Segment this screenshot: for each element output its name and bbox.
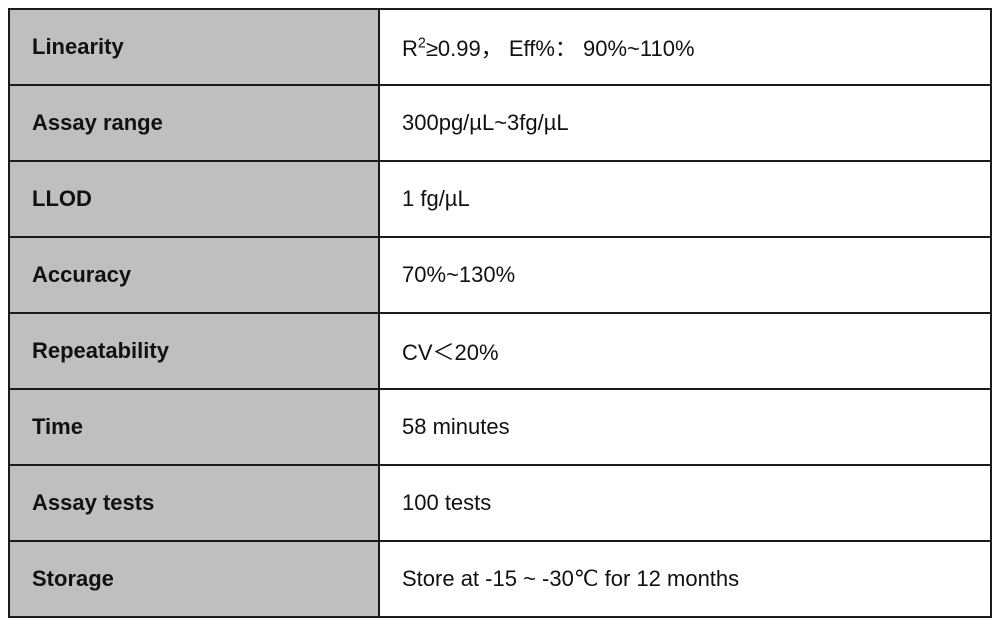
spec-value: Store at -15 ~ -30℃ for 12 months [379, 541, 991, 617]
table-row: LLOD 1 fg/µL [9, 161, 991, 237]
spec-value: 300pg/µL~3fg/µL [379, 85, 991, 161]
spec-label: Repeatability [9, 313, 379, 389]
spec-value: 1 fg/µL [379, 161, 991, 237]
spec-label: LLOD [9, 161, 379, 237]
specification-table: Linearity R2≥0.99， Eff%： 90%~110% Assay … [8, 8, 992, 618]
spec-value: R2≥0.99， Eff%： 90%~110% [379, 9, 991, 85]
table-row: Time 58 minutes [9, 389, 991, 465]
table-row: Accuracy 70%~130% [9, 237, 991, 313]
table-row: Linearity R2≥0.99， Eff%： 90%~110% [9, 9, 991, 85]
spec-value: 100 tests [379, 465, 991, 541]
table-row: Assay tests 100 tests [9, 465, 991, 541]
spec-label: Time [9, 389, 379, 465]
spec-label: Assay range [9, 85, 379, 161]
spec-value: 70%~130% [379, 237, 991, 313]
specification-table-body: Linearity R2≥0.99， Eff%： 90%~110% Assay … [9, 9, 991, 617]
spec-label: Assay tests [9, 465, 379, 541]
spec-value: CV＜20% [379, 313, 991, 389]
spec-value: 58 minutes [379, 389, 991, 465]
spec-label: Storage [9, 541, 379, 617]
spec-label: Linearity [9, 9, 379, 85]
spec-label: Accuracy [9, 237, 379, 313]
table-row: Repeatability CV＜20% [9, 313, 991, 389]
table-row: Assay range 300pg/µL~3fg/µL [9, 85, 991, 161]
table-row: Storage Store at -15 ~ -30℃ for 12 month… [9, 541, 991, 617]
